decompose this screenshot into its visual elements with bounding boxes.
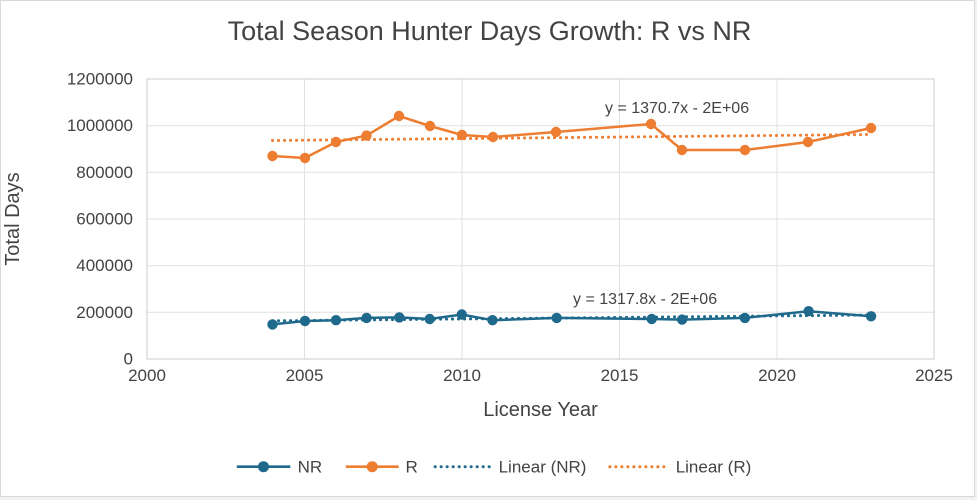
svg-text:License Year: License Year — [483, 399, 598, 421]
svg-text:2015: 2015 — [601, 366, 639, 385]
svg-text:y = 1317.8x - 2E+06: y = 1317.8x - 2E+06 — [573, 291, 717, 308]
svg-text:Total Days: Total Days — [2, 172, 24, 265]
svg-text:2020: 2020 — [758, 366, 796, 385]
svg-text:2010: 2010 — [443, 366, 481, 385]
svg-text:2025: 2025 — [915, 366, 953, 385]
svg-text:y = 1370.7x - 2E+06: y = 1370.7x - 2E+06 — [605, 100, 749, 117]
svg-text:2000: 2000 — [128, 366, 166, 385]
svg-text:400000: 400000 — [76, 256, 133, 275]
svg-text:NR: NR — [298, 458, 323, 477]
svg-text:600000: 600000 — [76, 210, 133, 229]
svg-text:Linear (R): Linear (R) — [676, 458, 752, 477]
svg-text:200000: 200000 — [76, 303, 133, 322]
svg-text:1000000: 1000000 — [67, 116, 133, 135]
svg-text:2005: 2005 — [286, 366, 324, 385]
svg-text:R: R — [406, 458, 418, 477]
svg-text:1200000: 1200000 — [67, 70, 133, 89]
svg-text:Linear (NR): Linear (NR) — [499, 458, 587, 477]
svg-text:800000: 800000 — [76, 163, 133, 182]
